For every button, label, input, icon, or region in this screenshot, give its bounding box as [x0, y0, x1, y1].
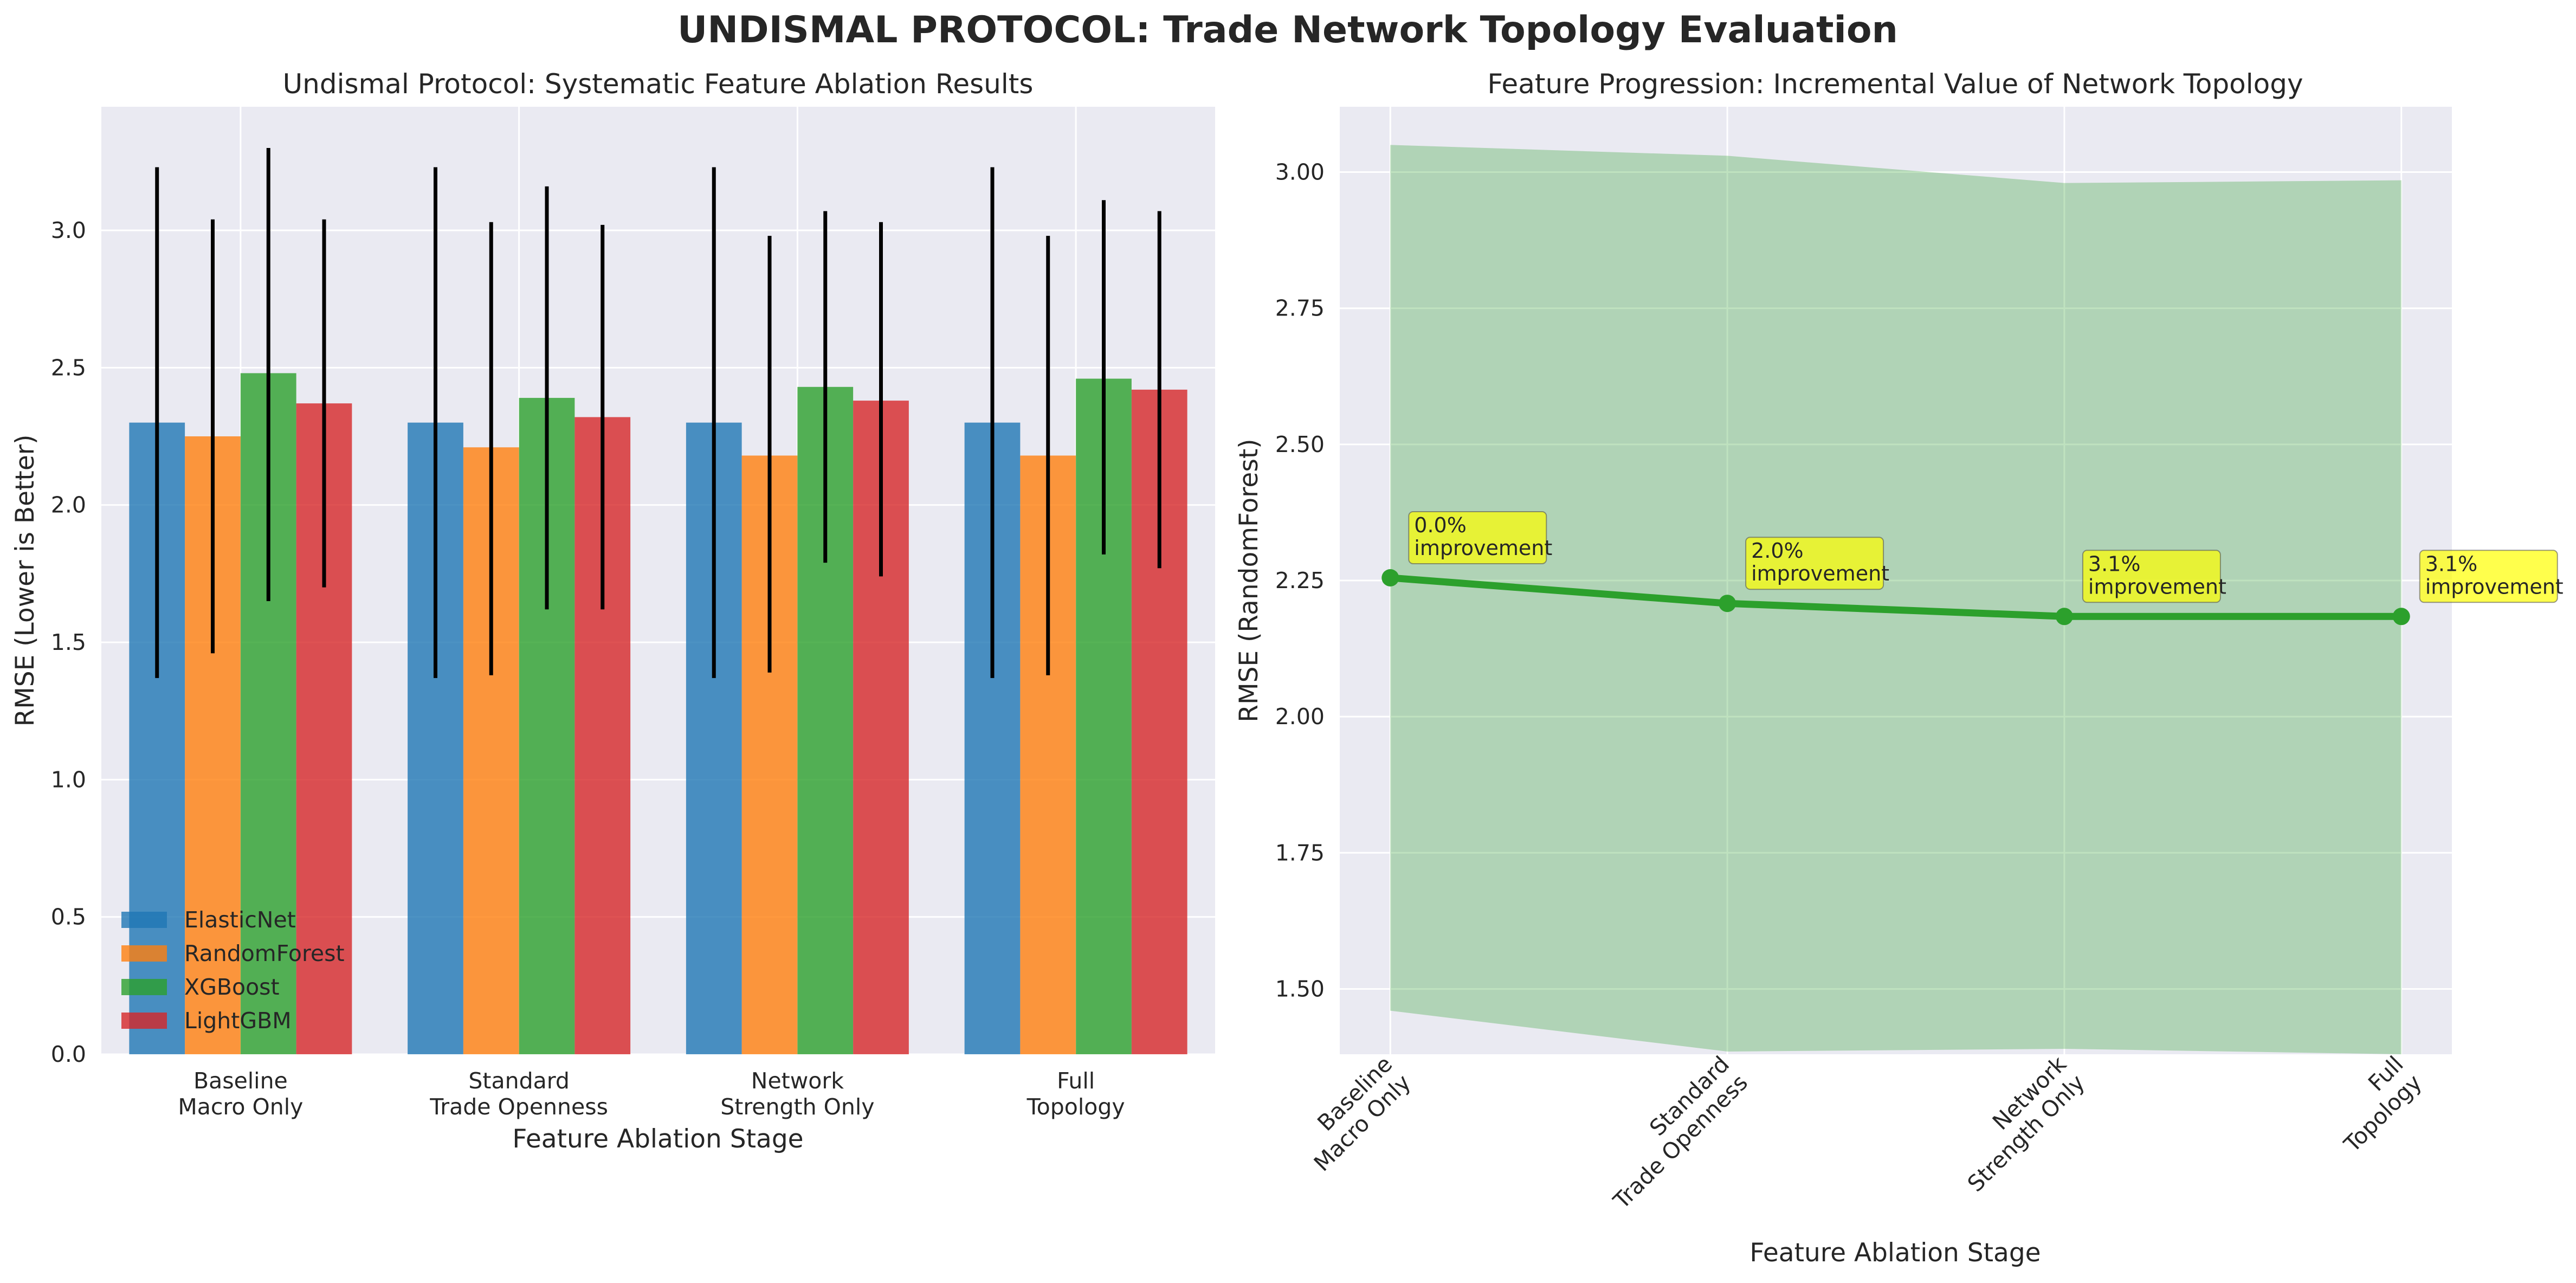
bar-x-tick-label: Strength Only [720, 1094, 874, 1120]
bar-chart-y-axis-label: RMSE (Lower is Better) [10, 435, 40, 727]
rmse-point [2055, 608, 2073, 626]
bar-chart-title: Undismal Protocol: Systematic Feature Ab… [283, 68, 1034, 100]
annotation-text: 3.1% [2425, 552, 2478, 576]
improvement-annotation: 3.1%improvement [2419, 550, 2564, 603]
rmse-line [1386, 574, 2405, 620]
figure-suptitle: UNDISMAL PROTOCOL: Trade Network Topolog… [677, 9, 1898, 51]
bar-x-tick-label: Trade Openness [429, 1094, 608, 1120]
annotation-text: 0.0% [1414, 513, 1467, 537]
annotation-box [1408, 511, 1547, 564]
annotation-box [2419, 550, 2558, 603]
line-chart-series [1381, 569, 2410, 626]
rmse-point [2392, 608, 2410, 626]
bar-x-tick-label: Macro Only [178, 1094, 303, 1120]
bar-x-tick-label: Baseline [193, 1068, 288, 1094]
annotation-text: 3.1% [2088, 552, 2141, 576]
bar-y-tick-label: 1.5 [51, 629, 86, 655]
rmse-point [1719, 595, 1736, 613]
line-y-tick-label: 2.75 [1275, 295, 1325, 321]
bar-x-tick-label: Full [1057, 1068, 1095, 1094]
annotation-text: 2.0% [1751, 539, 1804, 563]
bar-chart-legend: ElasticNet RandomForest XGBoost LightGBM [121, 907, 345, 1034]
line-chart-grid [1340, 107, 2452, 1054]
line-chart-annotations: 0.0%improvement 2.0%improvement 3.1%improv… [1408, 511, 2564, 603]
line-y-tick-label: 2.00 [1275, 704, 1325, 730]
annotation-text: improvement [2425, 575, 2564, 598]
line-y-tick-label: 2.50 [1275, 431, 1325, 457]
bar-chart-x-axis-label: Feature Ablation Stage [512, 1124, 803, 1154]
line-chart-y-ticks: 1.50 1.75 2.00 2.25 2.50 2.75 3.00 [1275, 159, 1325, 1002]
legend-swatch-randomforest [121, 945, 167, 962]
progression-line-chart: Feature Progression: Incremental Value o… [1234, 68, 2564, 1268]
bar-y-tick-label: 0.0 [51, 1041, 86, 1067]
legend-label-lightgbm: LightGBM [184, 1008, 292, 1034]
improvement-annotation: 0.0%improvement [1408, 511, 1552, 564]
ablation-bar-chart: Undismal Protocol: Systematic Feature Ab… [10, 68, 1215, 1154]
line-chart-x-axis-label: Feature Ablation Stage [1749, 1238, 2041, 1268]
legend-label-elasticnet: ElasticNet [184, 907, 296, 933]
line-chart-range-band [1390, 145, 2401, 1055]
bar-y-tick-label: 2.5 [51, 354, 86, 381]
bar-chart-error-bars [155, 148, 1161, 678]
bar-x-tick-label: Topology [1026, 1094, 1125, 1120]
legend-swatch-elasticnet [121, 912, 167, 928]
rmse-point [1381, 569, 1399, 586]
annotation-text: improvement [2088, 575, 2226, 598]
legend-label-xgboost: XGBoost [184, 974, 280, 1000]
annotation-text: improvement [1414, 536, 1552, 560]
improvement-annotation: 3.1%improvement [2082, 550, 2226, 603]
bar-y-tick-label: 3.0 [51, 217, 86, 243]
rmse-range-band [1390, 145, 2401, 1055]
bar-y-tick-label: 2.0 [51, 492, 86, 518]
legend-label-randomforest: RandomForest [184, 940, 345, 966]
line-chart-title: Feature Progression: Incremental Value o… [1487, 68, 2303, 100]
line-chart-y-axis-label: RMSE (RandomForest) [1234, 439, 1264, 722]
bar-chart-y-ticks: 0.0 0.5 1.0 1.5 2.0 2.5 3.0 [51, 217, 86, 1067]
line-y-tick-label: 1.75 [1275, 840, 1325, 866]
annotation-box [1745, 537, 1884, 590]
annotation-box [2082, 550, 2221, 603]
improvement-annotation: 2.0%improvement [1745, 537, 1889, 590]
line-y-tick-label: 3.00 [1275, 159, 1325, 185]
line-y-tick-label: 1.50 [1275, 976, 1325, 1002]
legend-swatch-lightgbm [121, 1013, 167, 1029]
line-y-tick-label: 2.25 [1275, 568, 1325, 594]
legend-swatch-xgboost [121, 979, 167, 995]
bar-x-tick-label: Standard [468, 1068, 570, 1094]
bar-y-tick-label: 1.0 [51, 766, 86, 792]
bar-y-tick-label: 0.5 [51, 904, 86, 930]
annotation-text: improvement [1751, 562, 1889, 585]
bar-x-tick-label: Network [751, 1068, 844, 1094]
